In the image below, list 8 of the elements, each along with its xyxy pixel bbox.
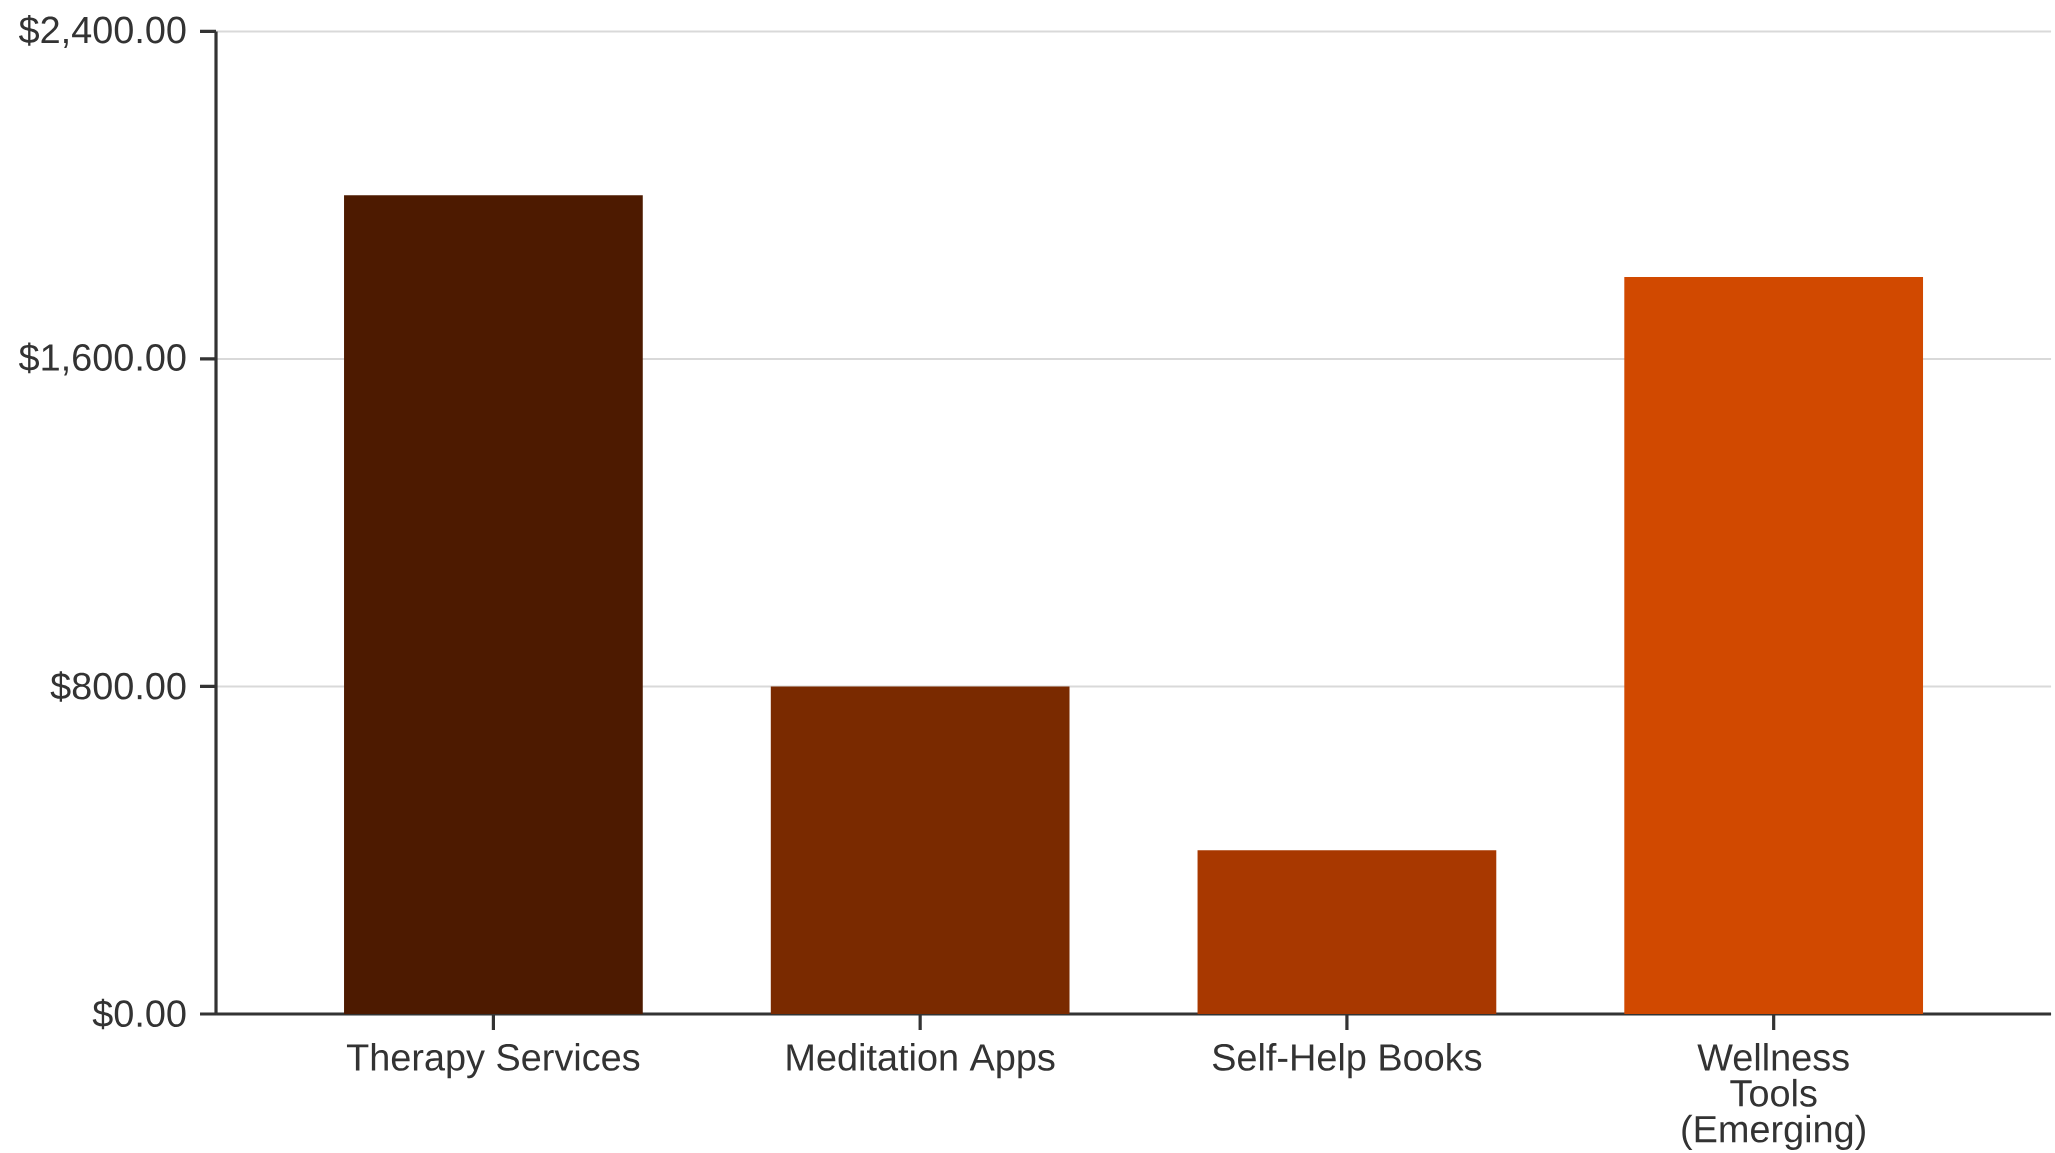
y-tick-label: $1,600.00 xyxy=(18,342,186,376)
x-tick-label: Wellness Tools (Emerging) xyxy=(1682,1043,1865,1151)
x-tick-label: Self-Help Books xyxy=(1212,1043,1482,1079)
x-tick-label: Therapy Services xyxy=(346,1043,640,1079)
y-tick-label: $800.00 xyxy=(50,671,186,702)
x-tick-label: Meditation Apps xyxy=(787,1043,1055,1079)
y-tick-label: $2,400.00 xyxy=(18,15,186,48)
y-tick-label: $0.00 xyxy=(92,998,186,1030)
